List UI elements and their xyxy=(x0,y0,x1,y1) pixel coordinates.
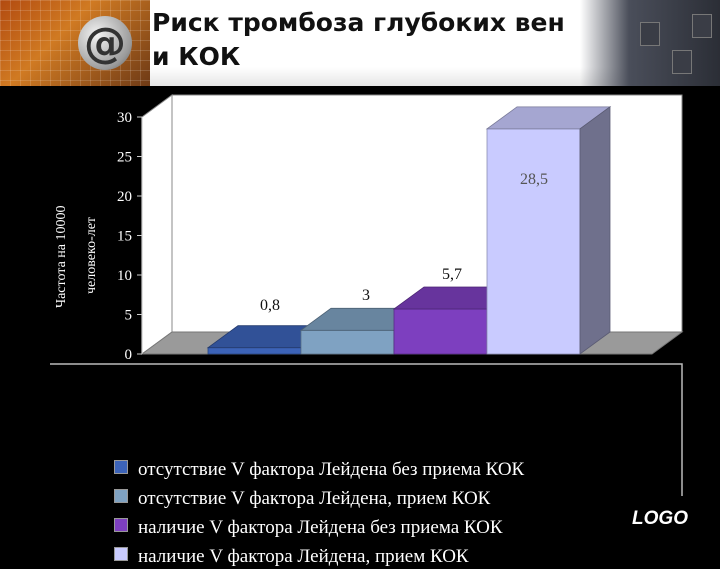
data-label-4: 28,5 xyxy=(520,171,548,188)
legend-label-1: отсутствие V фактора Лейдена без приема … xyxy=(138,459,525,480)
header-tech-decoration xyxy=(580,0,720,86)
chart-side-wall xyxy=(141,94,173,355)
y-tick-label: 0 xyxy=(125,347,133,363)
bar-3-front xyxy=(393,308,488,355)
at-sign-icon: @ xyxy=(78,16,132,70)
legend-label-2: отсутствие V фактора Лейдена, прием КОК xyxy=(138,488,491,509)
legend-item-2: отсутствие V фактора Лейдена, прием КОК xyxy=(114,487,490,511)
y-tick-label: 10 xyxy=(117,268,132,284)
logo-text: LOGO xyxy=(632,508,688,529)
legend-item-3: наличие V фактора Лейдена без приема КОК xyxy=(114,516,503,540)
bar-4-side xyxy=(579,106,611,355)
header-decoration: @ xyxy=(0,0,150,86)
legend-swatch-4 xyxy=(114,547,128,561)
bar-4-front xyxy=(486,128,581,355)
data-label-1: 0,8 xyxy=(260,297,280,314)
slide-title: Риск тромбоза глубоких вен и КОК xyxy=(152,8,565,71)
legend-swatch-2 xyxy=(114,489,128,503)
y-tick-label: 15 xyxy=(117,229,132,245)
legend-swatch-3 xyxy=(114,518,128,532)
legend-item-4: наличие V фактора Лейдена, прием КОК xyxy=(114,545,469,569)
y-tick-label: 5 xyxy=(125,308,133,324)
legend-swatch-1 xyxy=(114,460,128,474)
y-tick-label: 25 xyxy=(117,150,132,166)
bar-chart: 0 5 10 15 20 25 30 0,8 3 5,7 28,5 xyxy=(117,94,684,363)
bar-1-front xyxy=(207,347,302,355)
data-label-3: 5,7 xyxy=(442,266,462,283)
legend-item-1: отсутствие V фактора Лейдена без приема … xyxy=(114,458,524,482)
y-tick-label: 20 xyxy=(117,189,132,205)
legend-label-3: наличие V фактора Лейдена без приема КОК xyxy=(138,517,503,538)
legend-label-4: наличие V фактора Лейдена, прием КОК xyxy=(138,546,469,567)
bar-2-front xyxy=(300,329,395,355)
chart-area: Частота на 10000 человеко-лет 0 5 10 15 20 25… xyxy=(0,86,720,567)
y-tick-label: 30 xyxy=(117,110,132,126)
slide-header: @ Риск тромбоза глубоких вен и КОК xyxy=(0,0,720,86)
data-label-2: 3 xyxy=(362,287,370,304)
